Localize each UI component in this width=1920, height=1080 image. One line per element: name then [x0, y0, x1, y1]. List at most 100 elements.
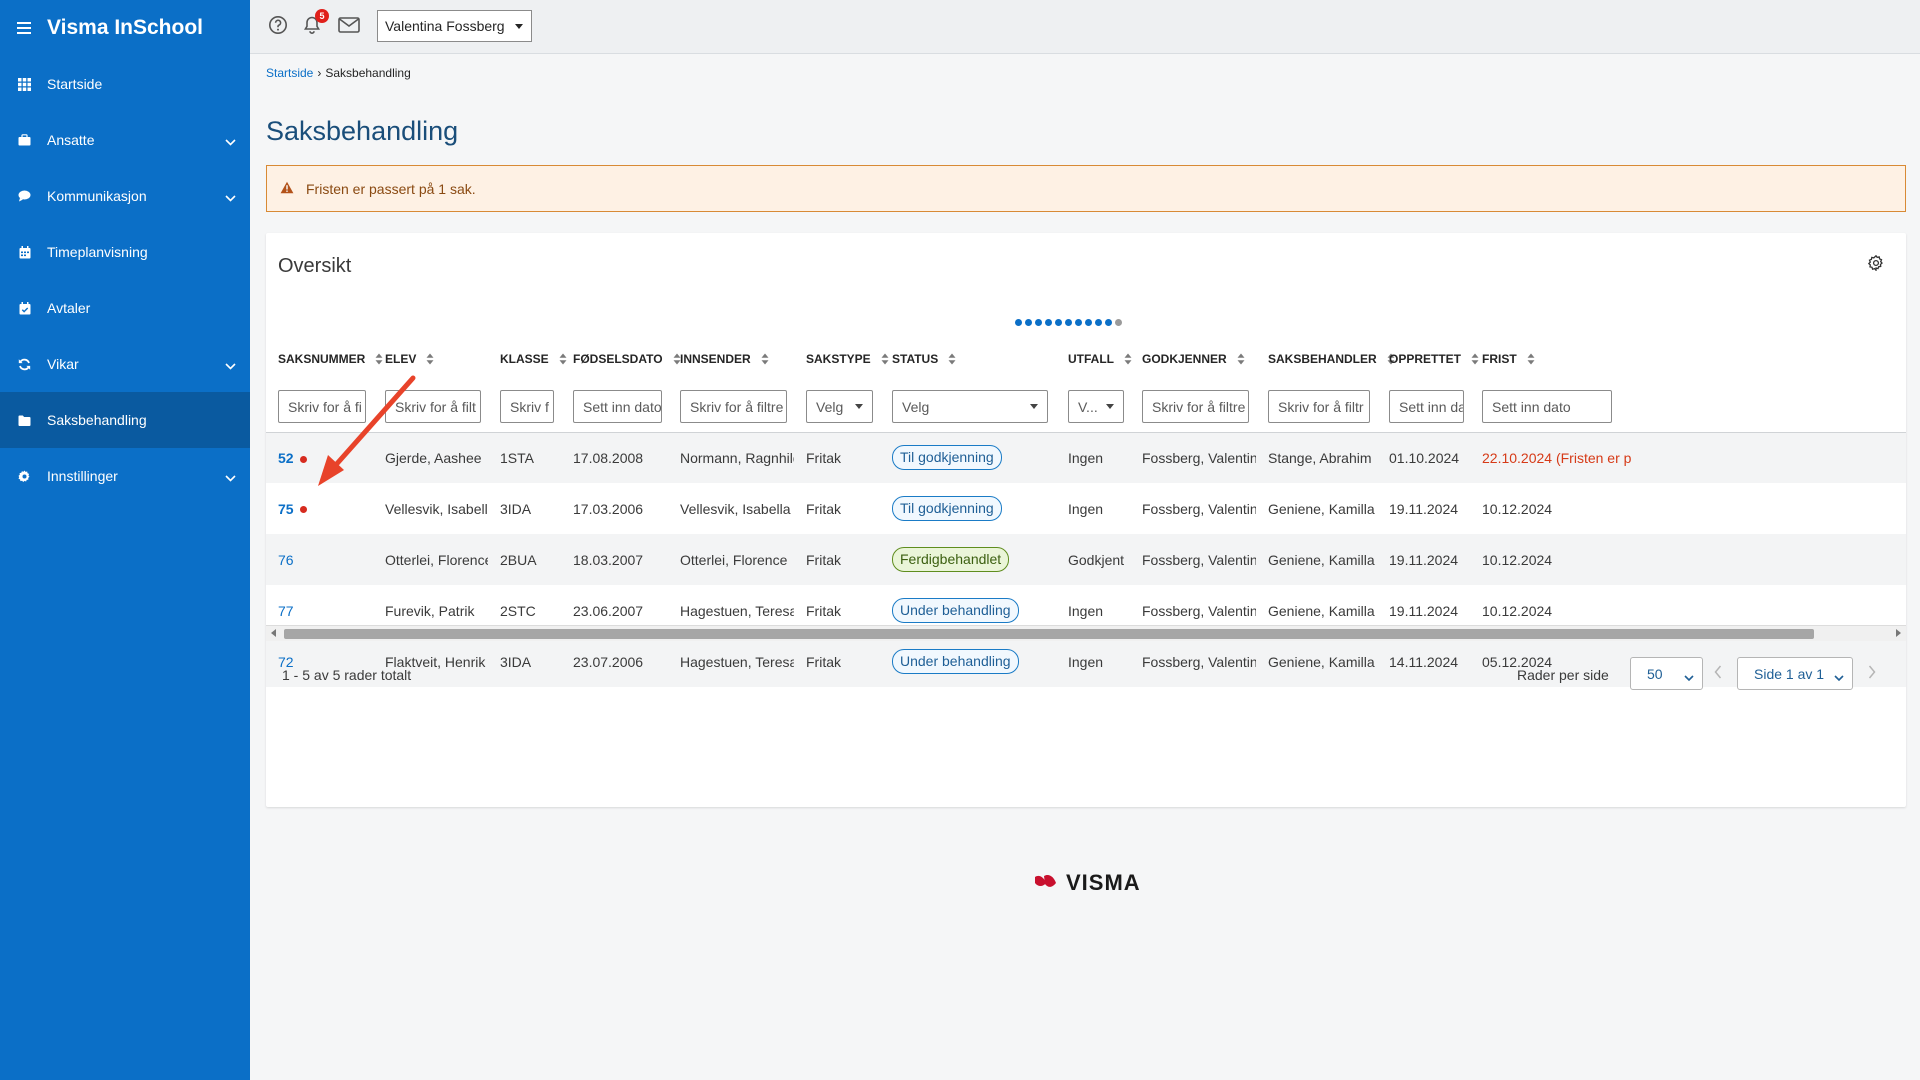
- class-cell: 3IDA: [488, 483, 561, 534]
- column-header-saksbehandler[interactable]: SAKSBEHANDLER: [1256, 338, 1395, 382]
- sort-icon[interactable]: [1237, 353, 1245, 368]
- column-header-klasse[interactable]: KLASSE: [488, 338, 567, 382]
- column-header-label: GODKJENNER: [1142, 352, 1227, 367]
- filter-select[interactable]: V...: [1068, 390, 1124, 424]
- filter-input[interactable]: Skriv for å filtre: [680, 390, 787, 424]
- filter-date-input[interactable]: Sett inn da: [1389, 390, 1464, 424]
- mail-icon[interactable]: [338, 16, 360, 39]
- rows-per-page-label: Rader per side: [1517, 667, 1609, 683]
- sort-icon[interactable]: [1124, 353, 1132, 368]
- user-menu-button[interactable]: Valentina Fossberg: [377, 10, 532, 42]
- sort-icon[interactable]: [1471, 353, 1479, 368]
- notification-badge: 5: [315, 9, 329, 23]
- case-number-link[interactable]: 76: [278, 551, 294, 568]
- chevron-down-icon[interactable]: [225, 189, 236, 205]
- filter-placeholder: Skriv f: [510, 398, 549, 415]
- chevron-down-icon: [1834, 669, 1844, 685]
- rows-per-page-select[interactable]: 50: [1630, 657, 1703, 690]
- folder-icon: [18, 414, 31, 427]
- outcome-cell: Ingen: [1056, 585, 1130, 636]
- scroll-right-icon[interactable]: [1896, 629, 1901, 637]
- class-cell-text: 1STA: [500, 449, 534, 466]
- case-number-link[interactable]: 75: [278, 500, 294, 517]
- menu-icon[interactable]: [17, 19, 31, 37]
- sort-icon[interactable]: [673, 353, 681, 368]
- column-header-frist[interactable]: FRIST: [1470, 338, 1906, 382]
- sort-icon[interactable]: [1387, 353, 1395, 368]
- sidebar-item-ansatte[interactable]: Ansatte: [0, 112, 250, 168]
- chevron-down-icon[interactable]: [225, 469, 236, 485]
- student-cell-text: Otterlei, Florence: [385, 551, 488, 568]
- outcome-cell: Godkjent: [1056, 534, 1130, 585]
- sidebar-item-label: Vikar: [47, 356, 79, 372]
- sort-icon[interactable]: [881, 353, 889, 368]
- sort-icon[interactable]: [761, 353, 769, 368]
- top-bar: 5 Valentina Fossberg: [250, 0, 1920, 54]
- column-header-label: FØDSELSDATO: [573, 352, 663, 367]
- birthdate-cell: 18.03.2007: [561, 534, 668, 585]
- chat-bubble-icon: [18, 190, 31, 203]
- case-number-link[interactable]: 52: [278, 449, 294, 466]
- horizontal-scrollbar[interactable]: [266, 625, 1906, 641]
- table-row[interactable]: 77 Furevik, Patrik 2STC 23.06.2007 Hagestuen…: [266, 585, 1906, 636]
- student-cell-text: Flaktveit, Henrik: [385, 653, 486, 670]
- chevron-down-icon[interactable]: [225, 357, 236, 373]
- next-page-icon[interactable]: [1868, 665, 1876, 684]
- filter-select[interactable]: Velg: [892, 390, 1048, 424]
- column-header-fødselsdato[interactable]: FØDSELSDATO: [561, 338, 681, 382]
- sort-icon[interactable]: [559, 353, 567, 368]
- sort-icon[interactable]: [948, 353, 956, 368]
- previous-page-icon[interactable]: [1714, 665, 1722, 684]
- sidebar-item-timeplanvisning[interactable]: Timeplanvisning: [0, 224, 250, 280]
- outcome-cell: Ingen: [1056, 483, 1130, 534]
- filter-input[interactable]: Skriv for å filt: [385, 390, 481, 424]
- column-header-elev[interactable]: ELEV: [373, 338, 488, 382]
- chevron-down-icon: [1684, 669, 1694, 685]
- column-header-innsender[interactable]: INNSENDER: [668, 338, 794, 382]
- page-select[interactable]: Side 1 av 1: [1737, 657, 1853, 690]
- filter-date-input[interactable]: Sett inn dato: [573, 390, 662, 424]
- sidebar-item-saksbehandling[interactable]: Saksbehandling: [0, 392, 250, 448]
- table-row[interactable]: 75 Vellesvik, Isabella 3IDA 17.03.2006 Velle…: [266, 483, 1906, 534]
- case-handler-cell-text: Geniene, Kamilla: [1268, 500, 1375, 517]
- outcome-cell-text: Ingen: [1068, 653, 1104, 670]
- column-header-status[interactable]: STATUS: [880, 338, 1056, 382]
- table-row[interactable]: 52 Gjerde, Aashee 1STA 17.08.2008 Normann, R…: [266, 431, 1906, 483]
- sort-icon[interactable]: [1527, 353, 1535, 368]
- breadcrumb-home-link[interactable]: Startside: [266, 66, 314, 80]
- sidebar-item-vikar[interactable]: Vikar: [0, 336, 250, 392]
- filter-input[interactable]: Skriv for å filtr: [1268, 390, 1370, 424]
- sidebar-item-kommunikasjon[interactable]: Kommunikasjon: [0, 168, 250, 224]
- filter-input[interactable]: Skriv f: [500, 390, 554, 424]
- birthdate-cell-text: 17.08.2008: [573, 449, 644, 466]
- chevron-down-icon[interactable]: [225, 133, 236, 149]
- sort-icon[interactable]: [375, 353, 383, 368]
- deadline-cell-text: 10.12.2024: [1482, 551, 1553, 568]
- case-number-link[interactable]: 77: [278, 602, 294, 619]
- case-number-link[interactable]: 72: [278, 653, 294, 670]
- sidebar-item-innstillinger[interactable]: Innstillinger: [0, 448, 250, 504]
- scrollbar-thumb[interactable]: [284, 629, 1814, 639]
- help-icon[interactable]: [268, 15, 288, 40]
- column-header-godkjenner[interactable]: GODKJENNER: [1130, 338, 1256, 382]
- filter-input[interactable]: Skriv for å filtre: [1142, 390, 1249, 424]
- case-type-cell-text: Fritak: [806, 500, 841, 517]
- scroll-left-icon[interactable]: [271, 629, 276, 637]
- column-header-utfall[interactable]: UTFALL: [1056, 338, 1132, 382]
- deadline-cell-text: 10.12.2024: [1482, 602, 1553, 619]
- app-title[interactable]: Visma InSchool: [47, 16, 203, 39]
- filter-date-input[interactable]: Sett inn dato: [1482, 390, 1612, 424]
- column-header-saksnummer[interactable]: SAKSNUMMER: [266, 338, 383, 382]
- sidebar-item-avtaler[interactable]: Avtaler: [0, 280, 250, 336]
- column-header-opprettet[interactable]: OPPRETTET: [1377, 338, 1479, 382]
- submitter-cell: Hagestuen, Teresa: [668, 585, 794, 636]
- filter-cell: Skriv for å filtre: [668, 382, 794, 432]
- filter-input[interactable]: Skriv for å fi: [278, 390, 366, 424]
- column-header-sakstype[interactable]: SAKSTYPE: [794, 338, 889, 382]
- table-row[interactable]: 76 Otterlei, Florence 2BUA 18.03.2007 Otterl…: [266, 534, 1906, 585]
- gear-icon[interactable]: [1867, 254, 1884, 276]
- filter-placeholder: Sett inn da: [1399, 398, 1464, 415]
- filter-select[interactable]: Velg: [806, 390, 873, 424]
- sort-icon[interactable]: [426, 353, 434, 368]
- sidebar-item-startside[interactable]: Startside: [0, 56, 250, 112]
